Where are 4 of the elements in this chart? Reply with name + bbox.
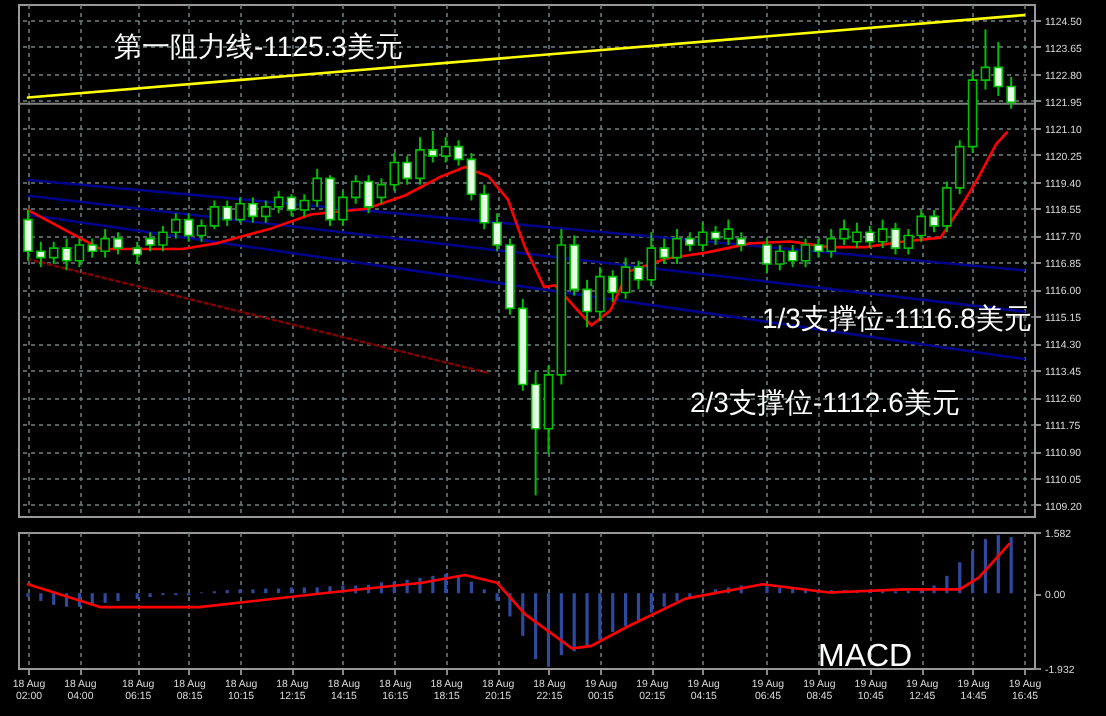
- annotation: 1/3支撑位-1116.8美元: [762, 302, 1032, 334]
- annotation: MACD: [818, 640, 913, 674]
- annotation: 2/3支撑位-1112.6美元: [690, 386, 960, 418]
- annotation: 第一阻力线-1125.3美元: [114, 30, 403, 62]
